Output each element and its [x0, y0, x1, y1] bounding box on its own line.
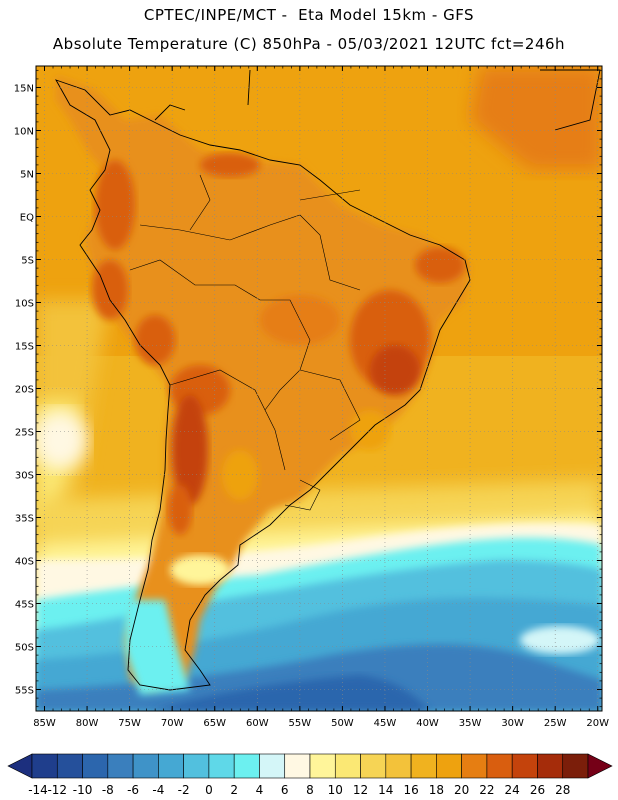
lat-label: 45S: [15, 600, 34, 611]
lon-label: 40W: [416, 718, 439, 729]
colorbar-label: -10: [73, 783, 93, 797]
colorbar-swatch: [183, 753, 210, 779]
colorbar-swatch: [562, 753, 589, 779]
colorbar-swatch: [208, 753, 235, 779]
lat-label: 35S: [15, 514, 34, 525]
lon-label: 85W: [33, 718, 56, 729]
colorbar-label: 20: [454, 783, 469, 797]
colorbar-label: 24: [505, 783, 520, 797]
colorbar-swatch: [56, 753, 83, 779]
lat-label: 15S: [15, 342, 34, 353]
colorbar-swatch: [511, 753, 538, 779]
lat-label: 10S: [15, 299, 34, 310]
map-subtitle: Absolute Temperature (C) 850hPa - 05/03/…: [52, 35, 566, 53]
colorbar-swatch: [461, 753, 488, 779]
colorbar-label: 4: [256, 783, 264, 797]
colorbar-swatch: [436, 753, 462, 779]
lat-label: 10N: [14, 127, 34, 138]
lat-label: 15N: [14, 84, 34, 95]
colorbar-label: 26: [530, 783, 545, 797]
colorbar-swatch: [360, 753, 387, 779]
colorbar: [7, 753, 613, 779]
colorbar-label: 28: [555, 783, 570, 797]
colorbar-swatch: [385, 753, 412, 779]
colorbar-label: 22: [479, 783, 494, 797]
colorbar-swatch: [486, 753, 513, 779]
lon-label: 20W: [586, 718, 609, 729]
lon-label: 35W: [459, 718, 482, 729]
colorbar-label: -8: [102, 783, 114, 797]
lon-label: 80W: [76, 718, 99, 729]
lon-label: 70W: [161, 718, 184, 729]
latitude-labels: 15N 10N 5N EQ 5S 10S 15S 20S 25S 30S 35S 40S 45S 50S 5…: [14, 84, 34, 697]
map-title: CPTEC/INPE/MCT - Eta Model 15km - GFS: [143, 6, 475, 24]
lon-label: 45W: [374, 718, 397, 729]
colorbar-label: 12: [353, 783, 368, 797]
colorbar-label: -4: [152, 783, 164, 797]
colorbar-swatch: [309, 753, 336, 779]
lat-label: 5N: [20, 170, 34, 181]
lat-label: 40S: [15, 557, 34, 568]
lat-label: 5S: [21, 256, 34, 267]
colorbar-label: 0: [205, 783, 213, 797]
lon-label: 75W: [118, 718, 141, 729]
colorbar-label: 18: [429, 783, 444, 797]
lon-label: 30W: [501, 718, 524, 729]
colorbar-label: -14: [28, 783, 48, 797]
colorbar-swatch: [537, 753, 564, 779]
colorbar-swatch: [410, 753, 437, 779]
colorbar-label: -6: [127, 783, 139, 797]
colorbar-label: 10: [328, 783, 343, 797]
lat-label: 55S: [15, 686, 34, 697]
lon-label: 50W: [331, 718, 354, 729]
longitude-labels: 85W 80W 75W 70W 65W 60W 55W 50W 45W 40W 35W 30W 25W 2…: [33, 718, 609, 729]
colorbar-swatch: [284, 753, 311, 779]
colorbar-swatch: [233, 753, 260, 779]
colorbar-label: 6: [281, 783, 289, 797]
lat-label: 25S: [15, 428, 34, 439]
colorbar-label: 8: [306, 783, 314, 797]
colorbar-over-arrow: [587, 753, 613, 779]
lon-label: 55W: [289, 718, 312, 729]
colorbar-label: 14: [378, 783, 393, 797]
temperature-field: [36, 66, 602, 711]
country-borders: [129, 174, 361, 511]
lat-label: EQ: [20, 213, 34, 224]
colorbar-label: 16: [403, 783, 418, 797]
lon-label: 60W: [246, 718, 269, 729]
colorbar-swatch: [334, 753, 361, 779]
colorbar-label: 2: [230, 783, 238, 797]
colorbar-swatch: [82, 753, 109, 779]
colorbar-swatch: [107, 753, 134, 779]
colorbar-labels: -14 -12 -10 -8 -6 -4 -2 0 2 4 6 8 10 12 14 16 18 20 22 24 26…: [28, 783, 570, 797]
axis-ticks: [35, 66, 602, 711]
colorbar-swatch: [31, 753, 58, 779]
colorbar-swatch: [132, 753, 159, 779]
colorbar-label: -12: [47, 783, 67, 797]
lat-label: 20S: [15, 385, 34, 396]
lon-label: 25W: [544, 718, 567, 729]
lon-label: 65W: [203, 718, 226, 729]
colorbar-under-arrow: [7, 753, 33, 779]
colorbar-swatch: [158, 753, 184, 779]
colorbar-swatch: [259, 753, 286, 779]
lat-label: 30S: [15, 471, 34, 482]
lat-label: 50S: [15, 643, 34, 654]
colorbar-label: -2: [178, 783, 190, 797]
